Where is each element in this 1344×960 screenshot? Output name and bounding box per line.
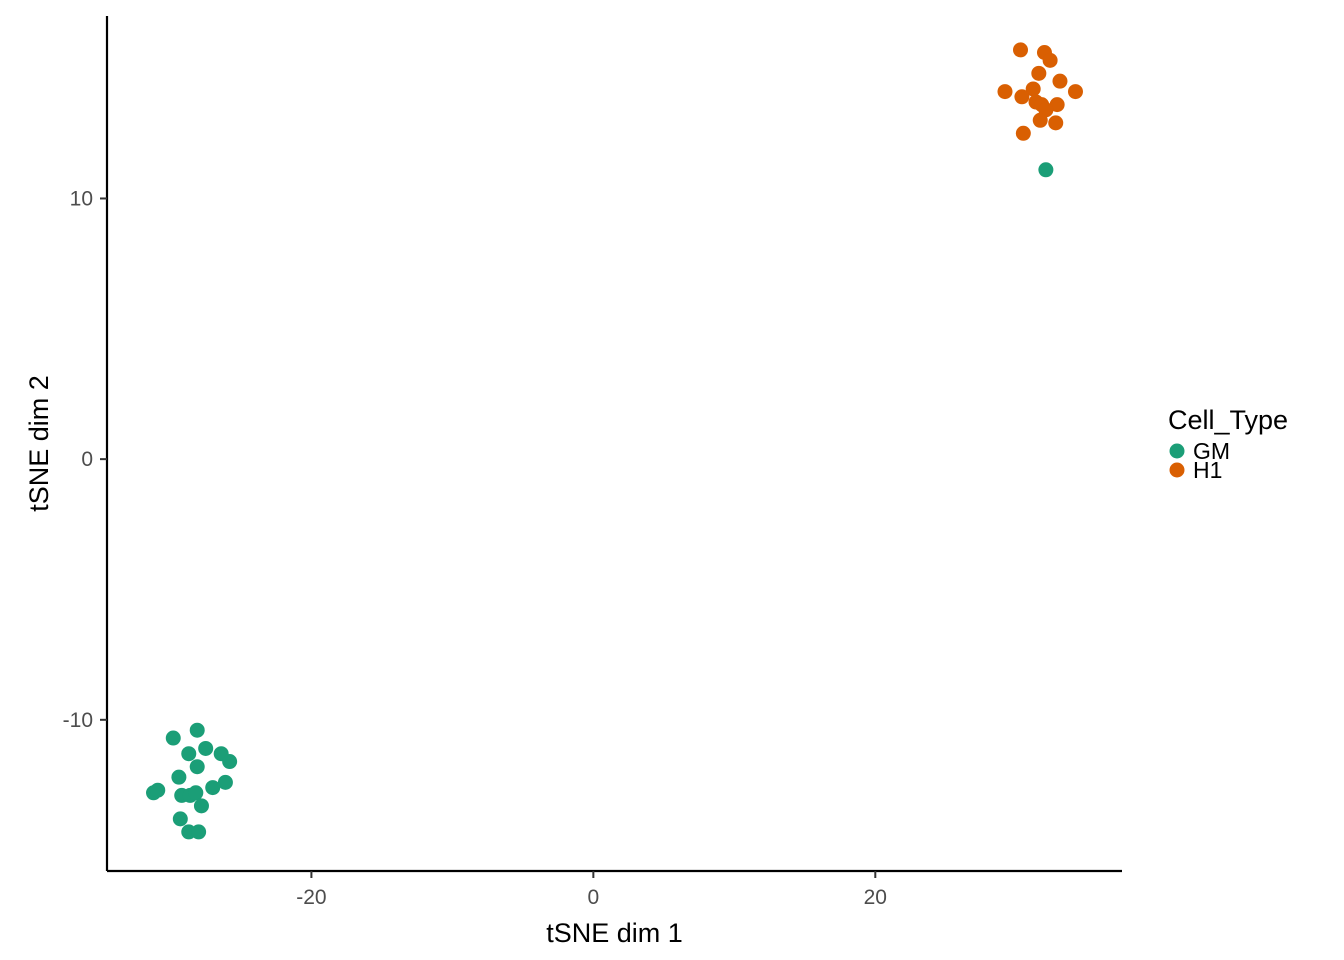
point-gm [198,740,214,756]
legend-key-h1 [1169,462,1185,478]
point-h1 [1013,42,1028,58]
point-gm [191,824,207,840]
point-gm [150,782,166,798]
point-gm [172,811,188,827]
point-h1 [1042,52,1058,68]
y-tick-label: 10 [70,187,93,210]
point-h1 [1067,84,1083,100]
point-h1 [1015,125,1031,141]
point-h1 [997,84,1013,100]
point-h1 [1048,115,1064,131]
point-gm [188,785,204,801]
point-h1 [1025,81,1041,97]
x-axis-ticks: -20 0 20 [296,871,887,909]
point-h1 [1052,73,1068,89]
point-gm [181,746,197,762]
point-gm [1038,162,1054,178]
points-layer [146,42,1083,840]
point-gm [193,798,209,814]
legend-key-gm [1169,443,1185,459]
point-gm [217,774,233,790]
legend-label-h1: H1 [1193,457,1222,483]
legend-title: Cell_Type [1168,405,1288,435]
x-tick-label: 0 [588,886,600,909]
point-gm [189,722,205,738]
x-tick-label: 20 [864,886,887,909]
point-gm [205,780,221,796]
point-gm [189,759,205,775]
point-gm [165,730,181,746]
y-axis-ticks: -10 0 10 [63,187,107,732]
y-tick-label: 0 [81,448,93,471]
point-gm [171,769,187,785]
y-axis-title: tSNE dim 2 [24,375,54,512]
legend-label-gm: GM [1193,438,1230,464]
point-h1 [1031,65,1047,81]
x-axis-title: tSNE dim 1 [546,918,683,948]
point-h1 [1032,112,1048,128]
point-h1 [1014,89,1030,105]
point-gm [222,754,238,770]
y-tick-label: -10 [63,709,93,732]
x-tick-label: -20 [296,886,326,909]
point-h1 [1049,97,1065,113]
